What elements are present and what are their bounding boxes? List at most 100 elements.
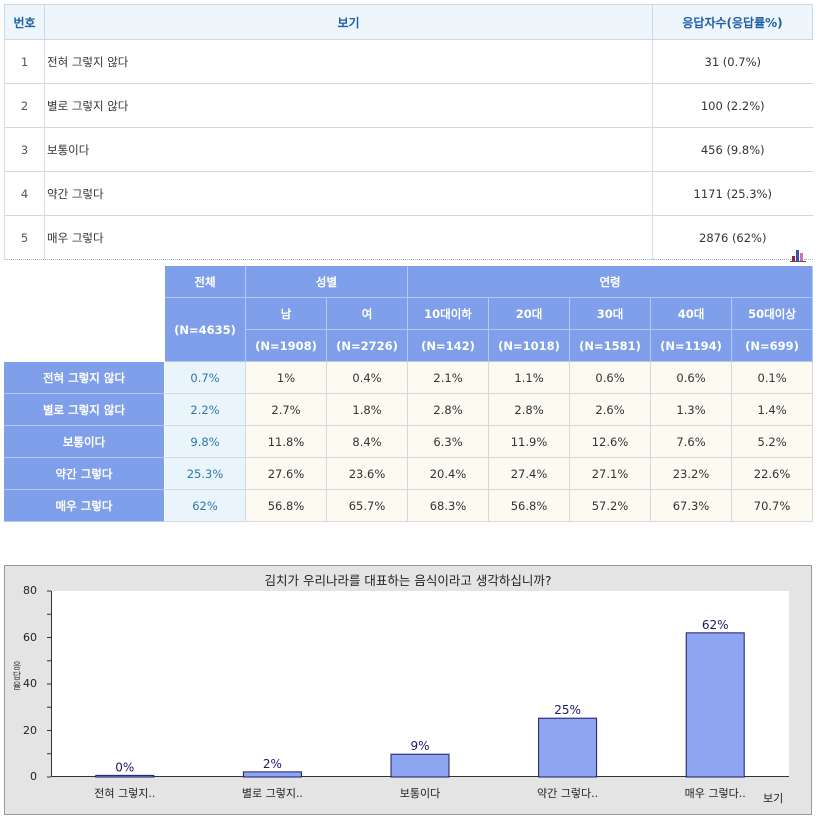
crosstab-subgroup-label: 20대 [489,298,571,330]
x-tick-label: 전혀 그렇지.. [94,787,156,800]
crosstab-total-value: 25.3% [165,458,246,490]
crosstab-subgroup-label: 여 [327,298,409,330]
crosstab-row-label: 매우 그렇다 [4,490,165,522]
row-response-count: 456 (9.8%) [652,127,813,172]
crosstab-cell: 0.6% [651,362,733,394]
crosstab-corner [4,266,165,362]
crosstab-subgroup-n: (N=1908) [246,330,327,362]
crosstab-subgroup-n: (N=142) [408,330,490,362]
bar[interactable] [390,753,450,778]
crosstab-cell: 65.7% [327,490,409,522]
bar[interactable] [242,771,302,778]
response-summary-table: 번호 보기 응답자수(응답률%) 1 전혀 그렇지 않다 31 (0.7%) 2 별로 … [4,4,813,260]
crosstab-subgroup-n: (N=699) [732,330,814,362]
crosstab-cell: 2.6% [570,394,652,426]
crosstab-cell: 1.4% [732,394,814,426]
crosstab-subgroup-n: (N=2726) [327,330,409,362]
y-tick-label: 80 [23,584,37,597]
crosstab-total-value: 0.7% [165,362,246,394]
crosstab-row: 매우 그렇다 62% 56.8% 65.7% 68.3% 56.8% 57.2% 67.3% 7… [4,490,814,522]
bar[interactable] [95,774,155,778]
table-row: 3 보통이다 456 (9.8%) [4,127,813,172]
crosstab-subgroup-n: (N=1581) [570,330,652,362]
row-option-label: 약간 그렇다 [44,171,653,216]
crosstab-cell: 68.3% [408,490,490,522]
row-number: 2 [4,83,45,128]
crosstab-subgroup-n: (N=1018) [489,330,571,362]
crosstab-subgroup-row: (N=4635) 남 여 10대이하 20대 30대 40대 50대이상 [4,298,814,362]
crosstab-cell: 1% [246,362,327,394]
crosstab-row: 약간 그렇다 25.3% 27.6% 23.6% 20.4% 27.4% 27.1% 23.2… [4,458,814,490]
crosstab-cell: 57.2% [570,490,652,522]
row-option-label: 매우 그렇다 [44,215,653,260]
row-number: 1 [4,39,45,84]
crosstab-cell: 23.2% [651,458,733,490]
crosstab-total-value: 9.8% [165,426,246,458]
bar[interactable] [538,717,598,778]
x-tick-label: 약간 그렇다.. [537,787,599,800]
row-response-count: 100 (2.2%) [652,83,813,128]
bar[interactable] [685,632,745,778]
header-option: 보기 [44,4,653,40]
row-response-count: 31 (0.7%) [652,39,813,84]
crosstab-subgroup-label: 10대이하 [408,298,490,330]
bar-data-label: 62% [702,618,729,632]
bar-chart-icon[interactable] [790,248,806,262]
crosstab-cell: 56.8% [246,490,327,522]
crosstab-cell: 1.8% [327,394,409,426]
crosstab-row-label: 전혀 그렇지 않다 [4,362,165,394]
y-tick-label: 0 [30,770,37,783]
summary-header-row: 번호 보기 응답자수(응답률%) [4,4,813,40]
table-row: 1 전혀 그렇지 않다 31 (0.7%) [4,39,813,84]
crosstab-total-n: (N=4635) [165,298,246,362]
crosstab-cell: 12.6% [570,426,652,458]
crosstab-cell: 56.8% [489,490,571,522]
row-number: 5 [4,215,45,260]
row-response-count: 1171 (25.3%) [652,171,813,216]
bar-data-label: 2% [263,757,282,771]
crosstab-cell: 6.3% [408,426,490,458]
bar-data-label: 0% [115,760,134,774]
table-row: 4 약간 그렇다 1171 (25.3%) [4,171,813,216]
crosstab-subgroup-label: 30대 [570,298,652,330]
crosstab-cell: 1.3% [651,394,733,426]
crosstab-cell: 27.4% [489,458,571,490]
y-axis-title: 응답율 [12,662,22,692]
crosstab-cell: 27.1% [570,458,652,490]
crosstab-row: 보통이다 9.8% 11.8% 8.4% 6.3% 11.9% 12.6% 7.6% 5.2% [4,426,814,458]
table-row: 2 별로 그렇지 않다 100 (2.2%) [4,83,813,128]
crosstab-cell: 20.4% [408,458,490,490]
crosstab-cell: 2.1% [408,362,490,394]
crosstab-cell: 0.1% [732,362,814,394]
x-axis-title: 보기 [763,792,784,805]
row-option-label: 별로 그렇지 않다 [44,83,653,128]
bar-data-label: 9% [410,739,429,753]
crosstab-cell: 70.7% [732,490,814,522]
crosstab-cell: 8.4% [327,426,409,458]
crosstab-row-label: 보통이다 [4,426,165,458]
crosstab-row: 별로 그렇지 않다 2.2% 2.7% 1.8% 2.8% 2.8% 2.6% 1.3% 1.4… [4,394,814,426]
crosstab-group-row: 전체 성별 연령 [4,266,814,362]
bar-chart: 김치가 우리나라를 대표하는 음식이라고 생각하십니까? 응답율 0 20 40 60… [4,565,812,815]
crosstab-subgroup-label: 50대이상 [732,298,814,330]
crosstab-total-header: 전체 [165,266,246,298]
crosstab-cell: 11.8% [246,426,327,458]
y-tick-label: 40 [23,677,37,690]
crosstab-subgroup-n: (N=1194) [651,330,733,362]
crosstab-total-value: 2.2% [165,394,246,426]
row-option-label: 전혀 그렇지 않다 [44,39,653,84]
x-tick-label: 보통이다 [399,787,441,800]
crosstab-cell: 7.6% [651,426,733,458]
plot-area: 0% 2% 9% 25% 62% [47,590,789,778]
row-number: 3 [4,127,45,172]
crosstab-subgroup-label: 40대 [651,298,733,330]
crosstab-row-label: 별로 그렇지 않다 [4,394,165,426]
y-tick-label: 60 [23,630,37,644]
crosstab-row: 전혀 그렇지 않다 0.7% 1% 0.4% 2.1% 1.1% 0.6% 0.6% 0.1% [4,362,814,394]
crosstab-cell: 2.8% [408,394,490,426]
crosstab-cell: 2.8% [489,394,571,426]
bar-data-label: 25% [554,703,581,717]
crosstab-age-header: 연령 [408,266,814,298]
table-row: 5 매우 그렇다 2876 (62%) [4,215,813,260]
crosstab-gender-header: 성별 [246,266,409,298]
